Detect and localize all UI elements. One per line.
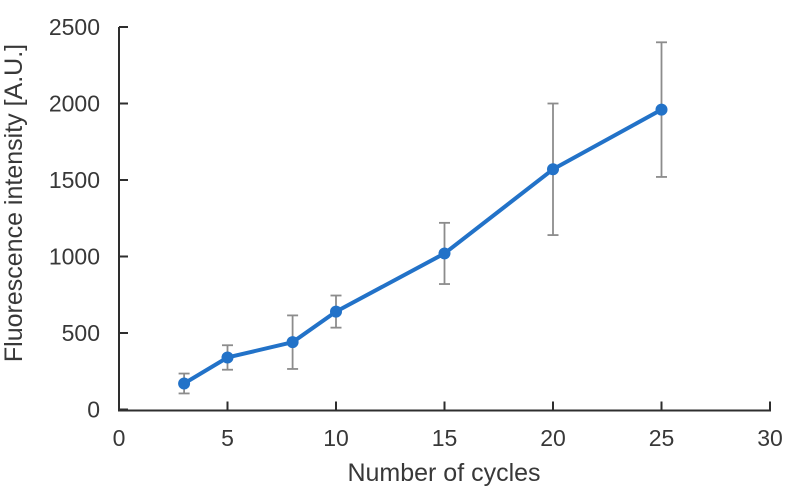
y-tick-label: 1500: [49, 167, 100, 193]
data-point: [655, 103, 668, 116]
data-point: [221, 351, 234, 364]
x-tick-label: 10: [323, 425, 349, 451]
x-tick-label: 25: [649, 425, 675, 451]
y-tick-label: 1000: [49, 244, 100, 270]
data-point: [178, 377, 191, 390]
x-tick-label: 0: [113, 425, 126, 451]
x-tick-label: 20: [540, 425, 566, 451]
y-tick-label: 2500: [49, 14, 100, 40]
x-tick-label: 30: [757, 425, 783, 451]
y-tick-label: 0: [87, 397, 100, 423]
data-line: [182, 107, 664, 386]
y-tick-label: 2000: [49, 91, 100, 117]
data-point: [547, 163, 559, 176]
x-axis-title: Number of cycles: [347, 459, 540, 487]
y-tick-label: 500: [62, 320, 100, 346]
data-point: [286, 336, 299, 349]
data-point: [330, 305, 342, 318]
plot-area: 0 5 10 15 20 25 30 0 500 1000 1500 2000 2500: [49, 14, 783, 451]
x-tick-label: 5: [221, 425, 234, 451]
data-point: [438, 247, 451, 260]
y-axis-title: Fluorescence intensity [A.U.]: [0, 44, 28, 362]
x-tick-label: 15: [432, 425, 458, 451]
